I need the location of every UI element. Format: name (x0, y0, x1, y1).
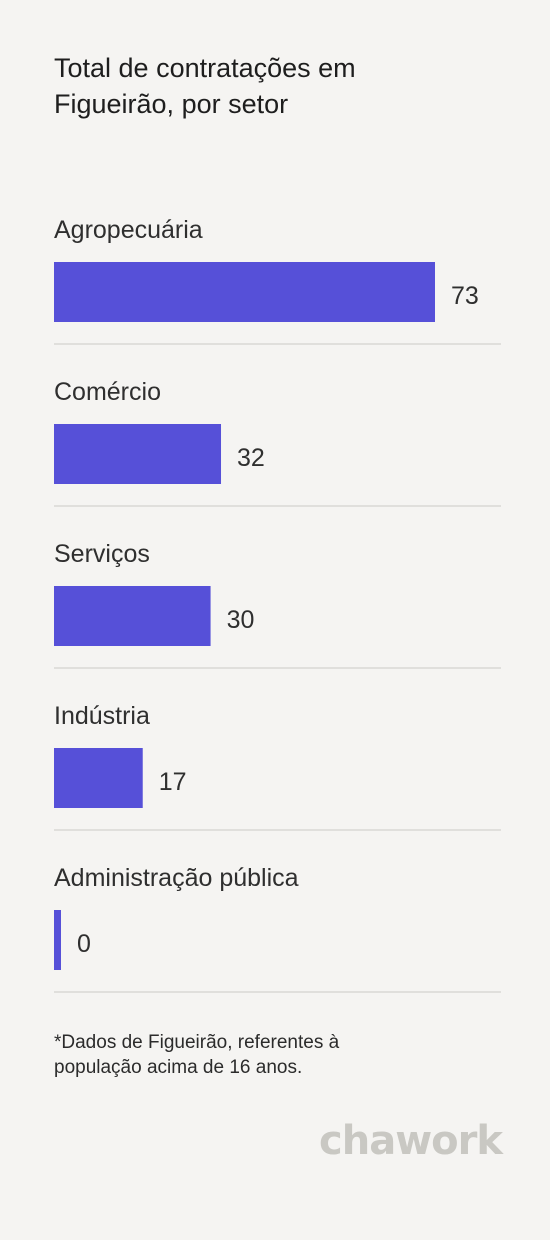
bar (54, 910, 61, 970)
bar (54, 748, 143, 808)
chart-title: Total de contratações em Figueirão, por … (54, 53, 356, 119)
footnote: *Dados de Figueirão, referentes à popula… (54, 1032, 340, 1078)
value-label: 17 (159, 768, 187, 796)
category-label: Agropecuária (54, 216, 203, 244)
bar (54, 424, 222, 484)
category-label: Indústria (54, 702, 150, 730)
bar-chart: Agropecuária 73 Comércio 32 Serviços 30 Indúst… (54, 216, 501, 993)
bar (54, 586, 211, 646)
bar (54, 262, 435, 322)
category-label: Administração pública (54, 864, 299, 892)
chawork-logo: chawork (319, 1118, 503, 1164)
category-label: Serviços (54, 540, 150, 568)
value-label: 32 (237, 444, 265, 472)
category-label: Comércio (54, 378, 161, 406)
value-label: 0 (77, 930, 91, 958)
value-label: 73 (451, 282, 479, 310)
value-label: 30 (227, 606, 255, 634)
